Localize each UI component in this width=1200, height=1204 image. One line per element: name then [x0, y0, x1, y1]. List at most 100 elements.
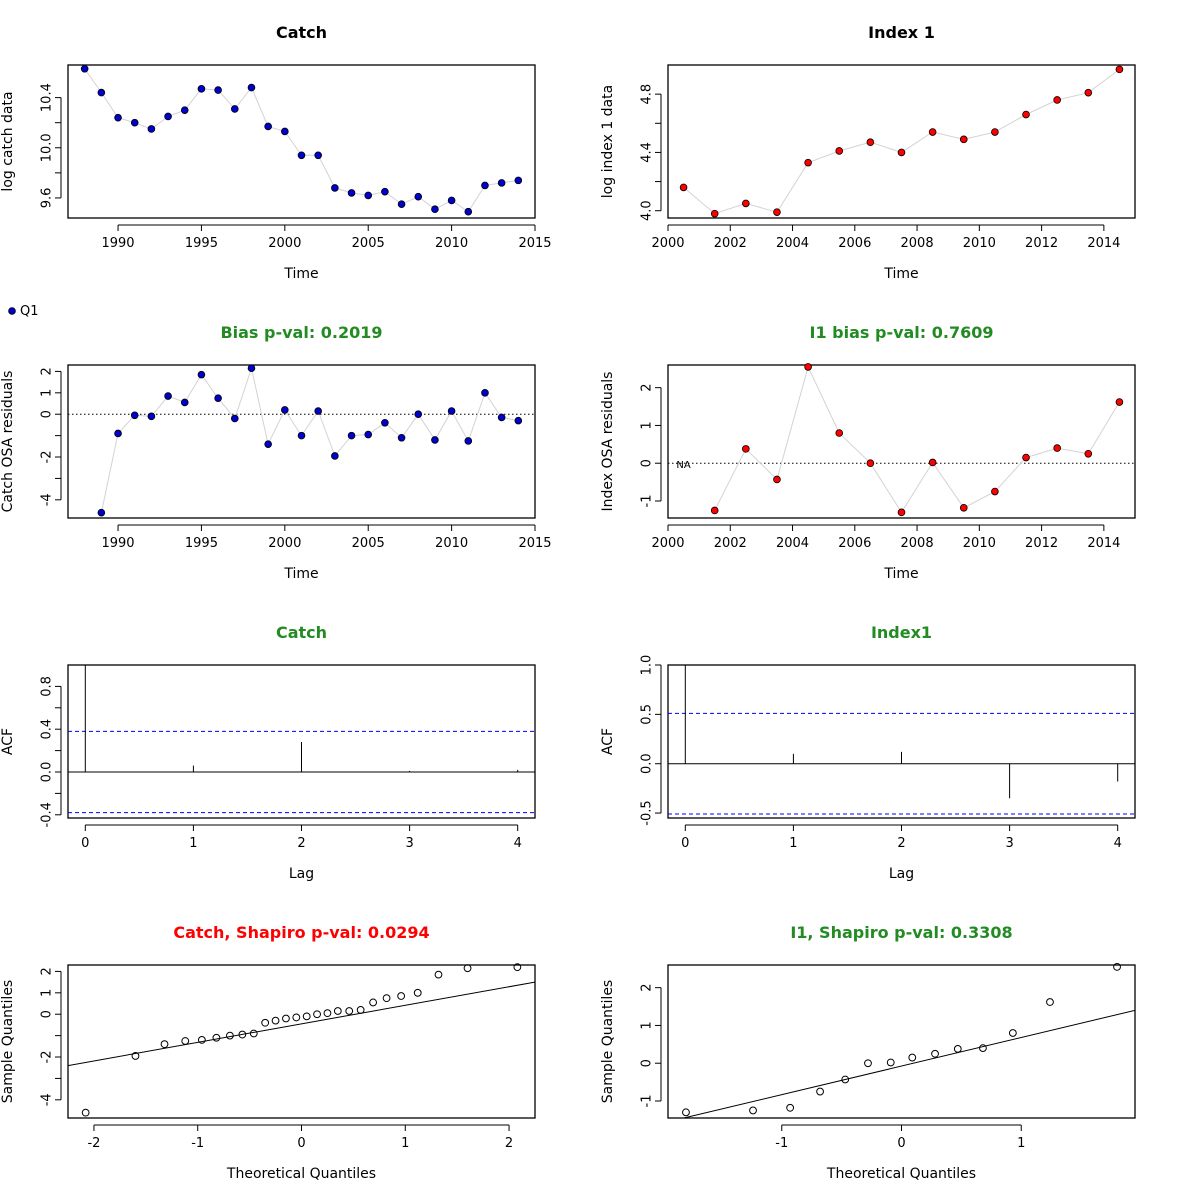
data-point [197, 85, 206, 93]
x-tick-label: 0 [897, 1136, 905, 1151]
plot-frame [67, 364, 536, 519]
x-tick-label: 2014 [1087, 536, 1120, 551]
x-axis-label: Time [883, 566, 918, 582]
data-point [481, 389, 489, 397]
x-tick-label: 2000 [268, 236, 301, 251]
data-point [931, 1049, 939, 1058]
x-tick-label: 4 [514, 836, 522, 851]
panel-catch-acf: Catch 0 1 2 3 4 Lag -0.4 0.0 0.4 0.8 ACF [0, 623, 536, 882]
y-tick-label: 1 [40, 389, 55, 397]
data-point [282, 1014, 290, 1023]
x-tick-label: 2006 [838, 236, 871, 251]
y-axis-label: log index 1 data [600, 85, 616, 198]
data-point [434, 970, 443, 979]
data-point [180, 398, 189, 407]
data-point [302, 1012, 311, 1021]
data-point [816, 1087, 824, 1096]
x-tick-label: -2 [87, 1136, 100, 1151]
series-connector-line [84, 68, 519, 213]
x-tick-label: 2000 [268, 536, 301, 551]
x-tick-label: 2006 [838, 536, 871, 551]
x-tick-label: 2 [897, 836, 905, 851]
data-point [247, 83, 256, 92]
y-tick-label: 9.6 [40, 188, 55, 209]
data-point [1084, 88, 1093, 97]
qq-reference-line [681, 1009, 1135, 1118]
data-point [991, 128, 999, 136]
y-tick-label: -4 [40, 1093, 55, 1106]
data-point [804, 363, 812, 371]
data-point [414, 410, 423, 419]
panel-title: I1, Shapiro p-val: 0.3308 [790, 923, 1012, 942]
y-tick-label: 0.5 [640, 704, 655, 725]
data-point [397, 433, 406, 442]
data-point [928, 128, 937, 136]
x-tick-label: 2014 [1087, 236, 1120, 251]
y-axis-label: Index OSA residuals [600, 372, 616, 512]
y-tick-label: 1 [640, 1021, 655, 1029]
data-point [80, 64, 89, 73]
x-tick-label: 2002 [714, 236, 747, 251]
data-point [314, 407, 322, 415]
x-axis-label: Lag [889, 866, 914, 882]
data-point [897, 508, 906, 517]
data-point [347, 431, 356, 440]
plot-frame [67, 64, 536, 219]
data-point [264, 122, 272, 131]
x-axis-label: Theoretical Quantiles [826, 1166, 976, 1182]
data-point [1053, 444, 1061, 452]
data-point [431, 205, 439, 214]
y-tick-label: -0.5 [640, 800, 655, 825]
panel-index-resid: I1 bias p-val: 0.7609 2000 2002 2004 2006 200… [600, 323, 1136, 582]
y-tick-label: 1.0 [640, 655, 655, 676]
x-tick-label: 2005 [352, 236, 385, 251]
y-tick-label: -1 [640, 495, 655, 508]
data-point [180, 106, 189, 114]
x-tick-label: 2010 [963, 236, 996, 251]
data-point [292, 1013, 301, 1022]
y-tick-label: -1 [640, 1095, 655, 1108]
x-axis-label: Time [883, 266, 918, 282]
data-point [214, 394, 222, 402]
data-point [397, 992, 406, 1000]
x-tick-label: -1 [191, 1136, 204, 1151]
panel-index-acf: Index1 0 1 2 3 4 Lag -0.5 0.0 0.5 1.0 ACF [600, 623, 1136, 882]
data-point [381, 187, 389, 196]
y-tick-label: -4 [40, 493, 55, 506]
x-tick-label: 0 [81, 836, 89, 851]
panel-title: Index 1 [868, 23, 935, 42]
data-point [513, 963, 522, 972]
data-point [230, 105, 239, 113]
y-tick-label: 10.0 [40, 133, 55, 162]
data-point [710, 506, 719, 515]
data-point [130, 118, 139, 127]
data-point [331, 184, 339, 192]
data-point [1113, 962, 1121, 971]
x-tick-label: 2 [505, 1136, 513, 1151]
data-point [413, 988, 422, 997]
y-tick-label: 0.4 [40, 719, 55, 740]
y-axis-label: log catch data [0, 91, 16, 191]
data-point [447, 407, 456, 415]
plot-frame [67, 664, 536, 819]
x-tick-label: 4 [1114, 836, 1122, 851]
data-point [749, 1106, 757, 1115]
data-point [886, 1058, 895, 1067]
data-point [261, 1018, 270, 1027]
data-point [97, 508, 106, 517]
x-tick-label: 1 [401, 1136, 409, 1151]
data-point [225, 1031, 234, 1040]
y-axis-label: Sample Quantiles [0, 980, 16, 1103]
x-axis-label: Lag [289, 866, 314, 882]
x-tick-label: 2004 [776, 236, 809, 251]
x-tick-label: 3 [1005, 836, 1013, 851]
x-tick-label: 1995 [185, 236, 218, 251]
y-tick-label: 1 [640, 421, 655, 429]
x-tick-label: -1 [775, 1136, 788, 1151]
data-point [364, 191, 373, 200]
panel-title: Bias p-val: 0.2019 [220, 323, 382, 342]
data-point [866, 459, 875, 468]
data-point [959, 135, 968, 144]
data-point [264, 440, 272, 448]
panel-catch-qq: Catch, Shapiro p-val: 0.0294 -2 -1 0 1 2 Theor… [0, 923, 536, 1182]
